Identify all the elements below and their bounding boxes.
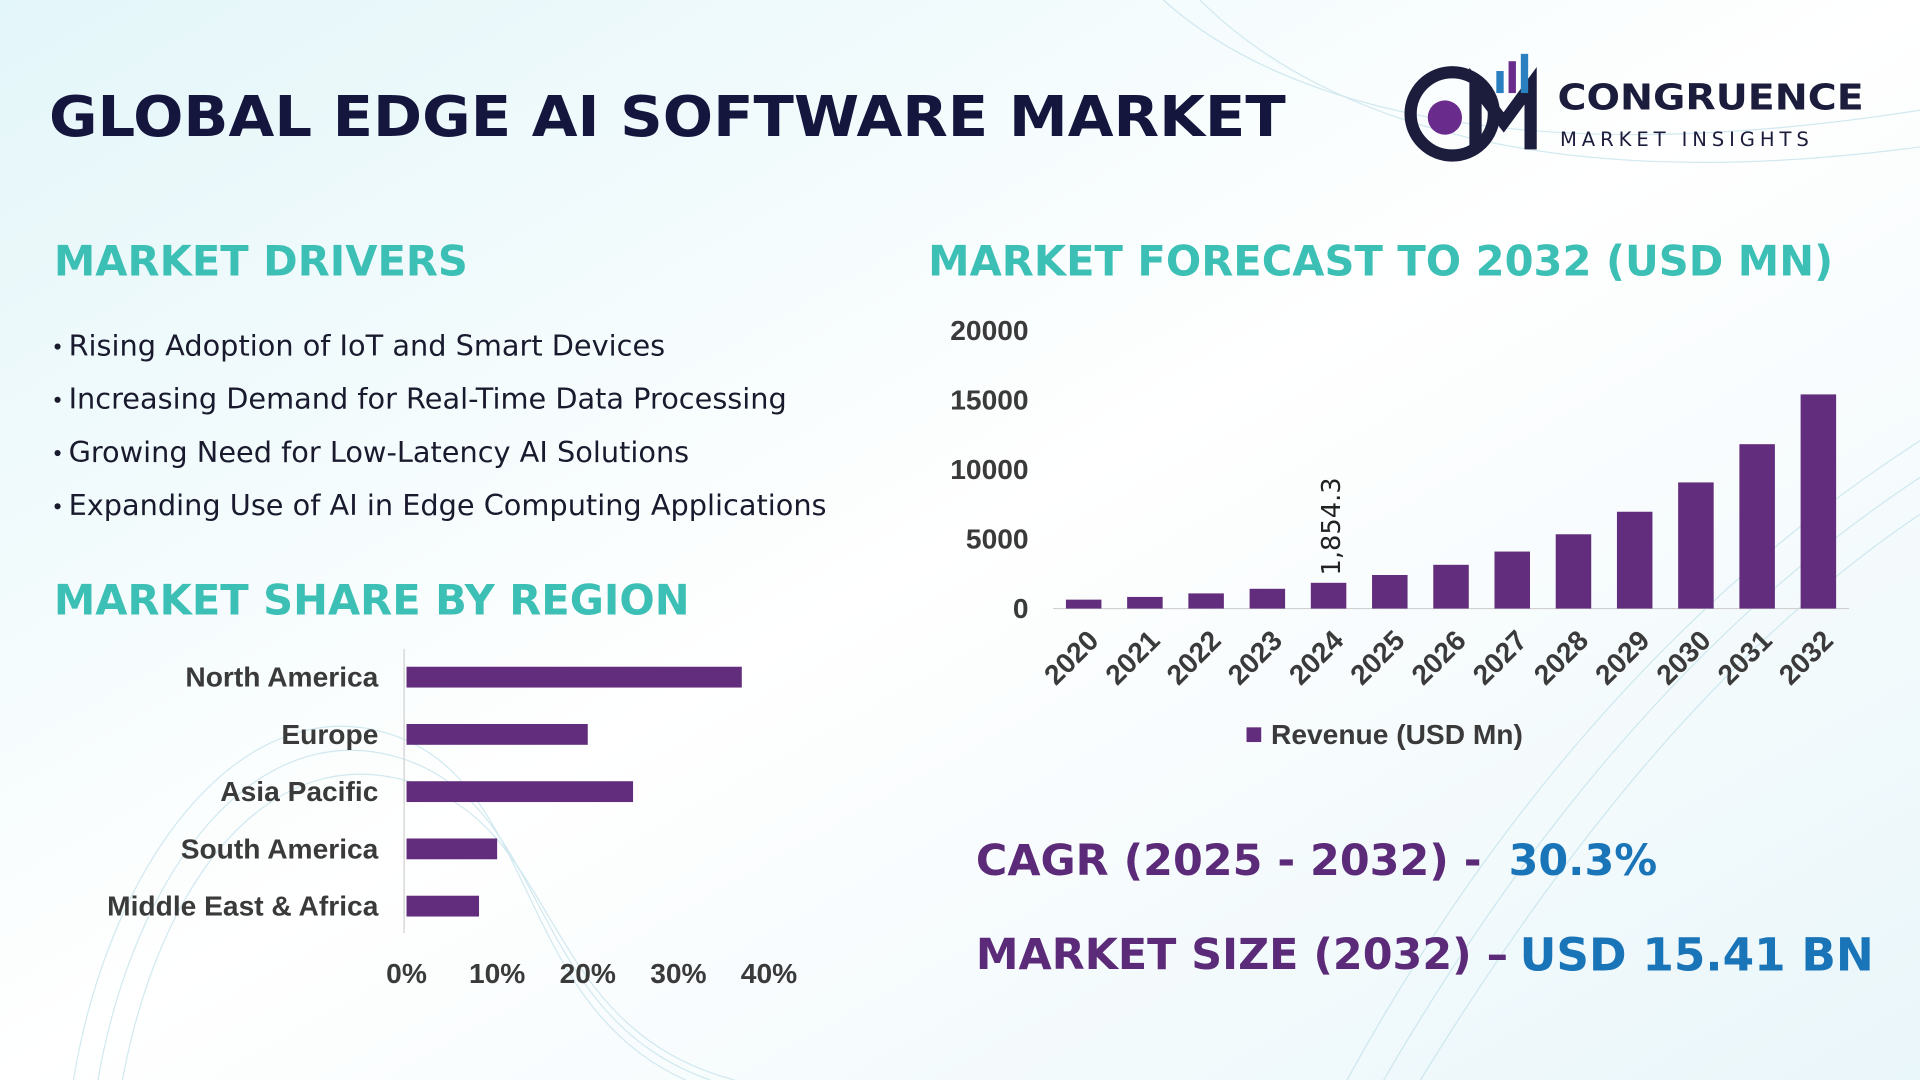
legend-label: Revenue (USD Mn) [1271, 719, 1523, 750]
x-tick-label: 40% [741, 958, 797, 989]
legend-swatch [1246, 727, 1262, 743]
logo-globe [1427, 100, 1463, 135]
bar [406, 666, 742, 688]
bullet [54, 396, 61, 403]
bar [1188, 593, 1224, 609]
x-tick-label: 20% [560, 958, 616, 989]
bar [1800, 394, 1837, 609]
bar [1310, 582, 1347, 609]
logo-bar [1520, 53, 1529, 94]
bar [1494, 551, 1530, 609]
bar [1433, 564, 1469, 609]
logo-tagline: MARKET INSIGHTS [1560, 128, 1814, 151]
bar [406, 723, 588, 745]
bullet [54, 450, 61, 457]
y-tick-label: 20000 [950, 315, 1028, 346]
cagr-label: CAGR (2025 - 2032) - [976, 836, 1482, 886]
driver-item: Increasing Demand for Real-Time Data Pro… [69, 382, 787, 416]
x-tick-label: 30% [650, 958, 706, 989]
size-label: MARKET SIZE (2032) – [976, 930, 1508, 980]
bar [1555, 534, 1592, 609]
category-label: Asia Pacific [220, 776, 378, 807]
x-tick-label: 10% [469, 958, 525, 989]
chart-title: MARKET SHARE BY REGION [54, 576, 690, 625]
y-tick-label: 15000 [950, 385, 1028, 416]
bullet [54, 503, 61, 510]
logo-name: CONGRUENCE [1558, 77, 1864, 118]
bar [406, 838, 498, 860]
logo-bar [1496, 71, 1504, 94]
logo-m [1469, 67, 1537, 150]
x-tick-label: 0% [386, 958, 427, 989]
bullet [54, 343, 61, 350]
category-label: North America [185, 662, 378, 693]
logo: CONGRUENCE MARKET INSIGHTS [1404, 53, 1864, 162]
y-tick-label: 10000 [950, 454, 1028, 485]
page-title: GLOBAL EDGE AI SOFTWARE MARKET [49, 85, 1286, 150]
bar [1678, 482, 1714, 609]
category-label: Middle East & Africa [107, 891, 379, 922]
bar [406, 895, 480, 917]
logo-bar [1508, 61, 1516, 94]
y-tick-label: 0 [1013, 593, 1029, 624]
category-label: Europe [281, 719, 378, 750]
bar [1616, 511, 1653, 609]
section-heading: MARKET DRIVERS [54, 236, 468, 285]
chart-title: MARKET FORECAST TO 2032 (USD MN) [928, 236, 1833, 285]
driver-item: Expanding Use of AI in Edge Computing Ap… [69, 488, 827, 522]
bar [1739, 444, 1775, 609]
cagr-value: 30.3% [1509, 836, 1658, 886]
driver-item: Growing Need for Low-Latency AI Solution… [69, 435, 690, 469]
category-label: South America [181, 833, 379, 864]
y-tick-label: 5000 [966, 524, 1029, 555]
value-label: 1,854.3 [1317, 477, 1347, 575]
bar [406, 781, 634, 803]
bar [1065, 599, 1102, 609]
bar [1127, 596, 1163, 609]
size-value: USD 15.41 BN [1520, 929, 1874, 982]
driver-item: Rising Adoption of IoT and Smart Devices [69, 328, 666, 362]
bar [1249, 588, 1286, 609]
bar [1372, 574, 1408, 609]
